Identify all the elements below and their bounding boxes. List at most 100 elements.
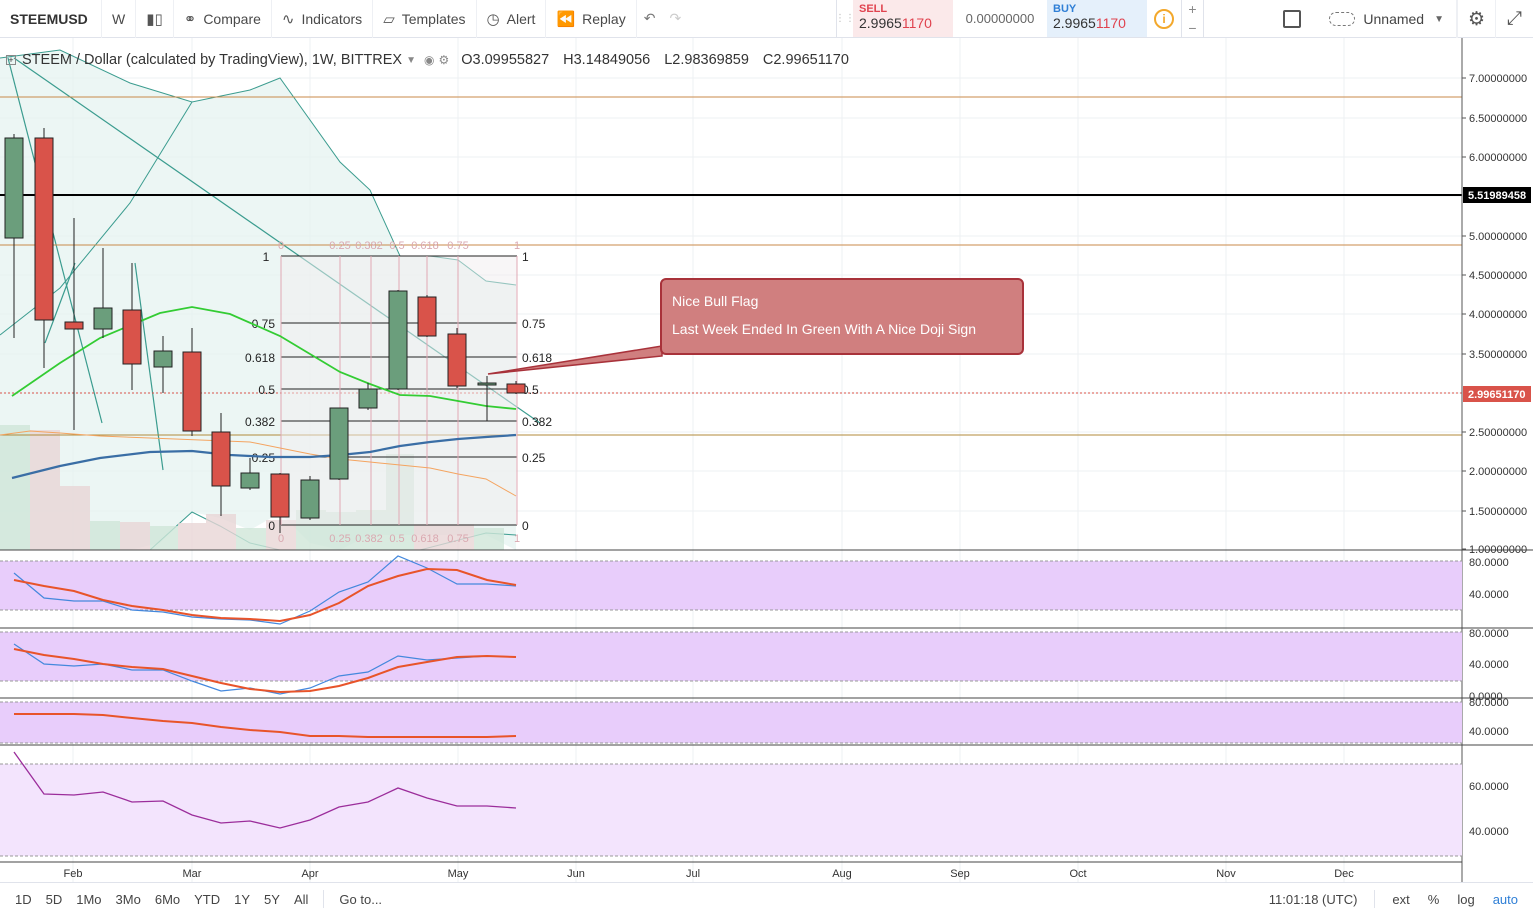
auto-toggle[interactable]: auto [1492,891,1518,907]
range-5y[interactable]: 5Y [264,891,280,907]
price-label-1-5: 1.50000000 [1469,506,1527,518]
indicator-pane-1[interactable]: 80.0000 40.0000 [0,555,1509,625]
symbol-label: STEEMUSD [10,10,88,27]
undo-button[interactable]: ↶ [637,0,663,38]
symbol-search[interactable]: STEEMUSD [0,0,102,38]
pane2-label-0: 0.0000 [1469,691,1503,703]
horizontal-levels [0,96,1462,436]
toolbar-right: Unnamed ▼ ⚙ ⤢ [1267,0,1533,38]
time-label-aug: Aug [832,868,852,880]
range-1mo[interactable]: 1Mo [76,891,102,907]
replay-button[interactable]: ⏪ Replay [546,0,637,38]
divider [1374,890,1376,908]
alert-clock-icon: ◷ [486,10,500,28]
indicator-pane-3[interactable]: 80.0000 40.0000 [0,697,1509,744]
fib-right-label-0618: 0.618 [522,351,552,365]
price-tag-last: 2.99651170 [1468,389,1526,401]
layout-toggle-icon[interactable] [1283,10,1302,28]
buy-button[interactable]: BUY 2.99651170 [1047,0,1147,37]
ext-toggle[interactable]: ext [1392,891,1410,907]
sell-price: 2.99651170 [859,15,932,31]
range-ytd[interactable]: YTD [194,891,221,907]
chart-style-button[interactable]: ▮▯ [136,0,174,38]
indicator-pane-4[interactable]: 60.0000 40.0000 [0,751,1509,857]
fib-left-label-0: 0 [268,519,275,533]
redo-icon: ↷ [669,10,682,26]
range-all[interactable]: All [293,891,309,907]
compare-button[interactable]: ⚭ Compare [174,0,272,38]
spread-value: 0.00000000 [965,11,1035,26]
annotation-callout[interactable]: Nice Bull Flag Last Week Ended In Green … [660,278,1024,355]
pane2-label-40: 40.0000 [1469,659,1509,671]
trade-info-button[interactable]: i [1147,0,1181,37]
fib-left-label-075: 0.75 [252,317,276,331]
fib-top-label-05: 0.5 [389,240,404,252]
indicator-pane-2[interactable]: 80.0000 40.0000 0.0000 [0,628,1509,703]
price-axis[interactable]: 7.00000000 6.50000000 6.00000000 5.00000… [1461,38,1531,882]
goto-button[interactable]: Go to... [339,891,383,907]
info-icon: i [1154,8,1174,29]
settings-icon[interactable]: ⚙ [438,53,450,67]
fib-top-label-025: 0.25 [329,240,350,252]
fib-bottom-label-05: 0.5 [389,533,404,545]
layout-menu[interactable]: Unnamed ▼ [1317,0,1457,38]
quantity-stepper: + − [1181,0,1203,37]
interval-button[interactable]: W [102,0,137,38]
range-5d[interactable]: 5D [45,891,63,907]
fullscreen-icon[interactable]: ⤢ [1495,0,1533,38]
range-3mo[interactable]: 3Mo [115,891,141,907]
fib-right-label-05: 0.5 [522,383,539,397]
templates-button[interactable]: ▱ Templates [373,0,477,38]
alert-button[interactable]: ◷ Alert [477,0,547,38]
range-6mo[interactable]: 6Mo [154,891,181,907]
sell-button[interactable]: SELL 2.99651170 [853,0,953,37]
candles [4,128,526,533]
alert-label: Alert [506,10,536,27]
price-label-2: 2.00000000 [1469,466,1527,478]
fib-left-label-0382: 0.382 [245,415,275,429]
candles-icon: ▮▯ [146,10,163,28]
pane4-label-40: 40.0000 [1469,826,1509,838]
chart-area[interactable]: 1 0.75 0.618 0.5 0.382 0.25 0 1 0.75 0.6… [0,38,1533,882]
price-label-4: 4.00000000 [1469,309,1527,321]
indicators-button[interactable]: ∿ Indicators [272,0,374,38]
chart-legend: + STEEM / Dollar (calculated by TradingV… [6,52,849,68]
chevron-down-icon[interactable]: ▼ [406,54,416,66]
fib-left-label-05: 0.5 [258,383,275,397]
price-label-7: 7.00000000 [1469,73,1527,85]
settings-gear-icon[interactable]: ⚙ [1457,0,1495,38]
fib-left-label-1: 1 [263,250,270,264]
interval-label: W [112,10,126,27]
moving-averages [0,306,517,497]
pane2-label-80: 80.0000 [1469,628,1509,640]
range-1y[interactable]: 1Y [234,891,251,907]
time-label-dec: Dec [1334,868,1354,880]
legend-high: H3.14849056 [563,52,651,68]
legend-title[interactable]: STEEM / Dollar (calculated by TradingVie… [22,52,403,68]
annotation-line-1: Nice Bull Flag [672,293,759,309]
fib-right-label-025: 0.25 [522,451,546,465]
collapse-legend-icon[interactable]: + [6,55,16,65]
pane4-label-60: 60.0000 [1469,781,1509,793]
fib-left-label-025: 0.25 [252,451,276,465]
fib-bottom-label-025: 0.25 [329,533,350,545]
plus-icon[interactable]: + [1188,1,1197,18]
pane1-label-80: 80.0000 [1469,557,1509,569]
drag-handle-icon[interactable]: ⋮⋮ [835,13,855,24]
pane3-label-40: 40.0000 [1469,726,1509,738]
range-1d[interactable]: 1D [15,891,32,907]
clock-time[interactable]: 11:01:18 (UTC) [1268,891,1358,907]
eye-icon[interactable]: ◉ [424,53,435,67]
log-toggle[interactable]: log [1457,891,1475,907]
cloud-icon [1329,12,1356,26]
minus-icon[interactable]: − [1188,19,1197,36]
redo-button[interactable]: ↷ [662,0,688,38]
percent-toggle[interactable]: % [1427,891,1440,907]
time-axis[interactable]: Feb Mar Apr May Jun Jul Aug Sep Oct Nov … [64,868,1355,880]
price-label-3-5: 3.50000000 [1469,349,1527,361]
annotation-line-2: Last Week Ended In Green With A Nice Doj… [672,321,977,337]
sell-label: SELL [859,3,888,15]
fib-top-label-1: 1 [514,240,520,252]
top-toolbar: STEEMUSD W ▮▯ ⚭ Compare ∿ Indicators ▱ Temp… [0,0,1533,38]
fib-bottom-label-0618: 0.618 [411,533,439,545]
